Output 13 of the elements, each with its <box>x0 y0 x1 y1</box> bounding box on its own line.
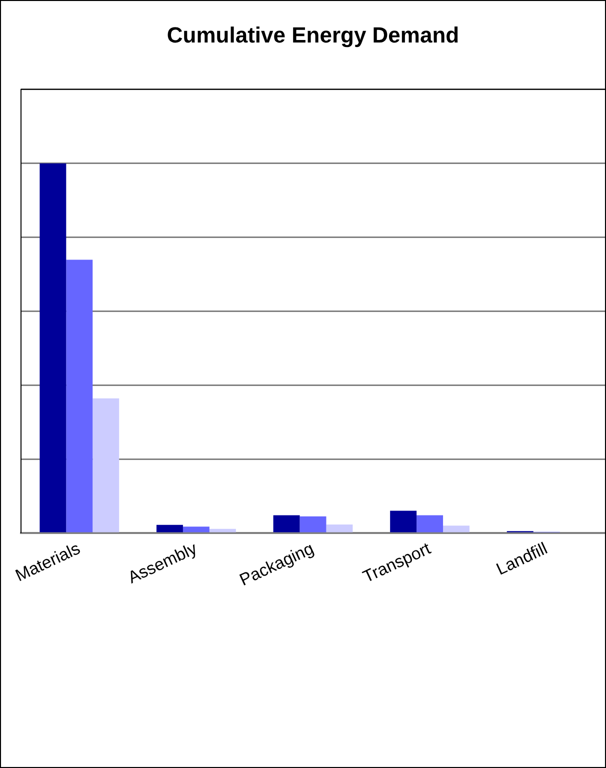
bar <box>443 526 470 532</box>
bar <box>92 398 120 532</box>
bar <box>182 526 210 532</box>
bar <box>40 163 66 532</box>
bar <box>209 528 236 532</box>
bar <box>390 510 417 532</box>
bar <box>273 515 300 532</box>
chart-title: Cumulative Energy Demand <box>166 22 460 48</box>
bar <box>300 516 326 532</box>
bar <box>156 524 183 532</box>
bar <box>416 515 444 532</box>
bar <box>326 524 353 532</box>
bar <box>66 260 93 532</box>
